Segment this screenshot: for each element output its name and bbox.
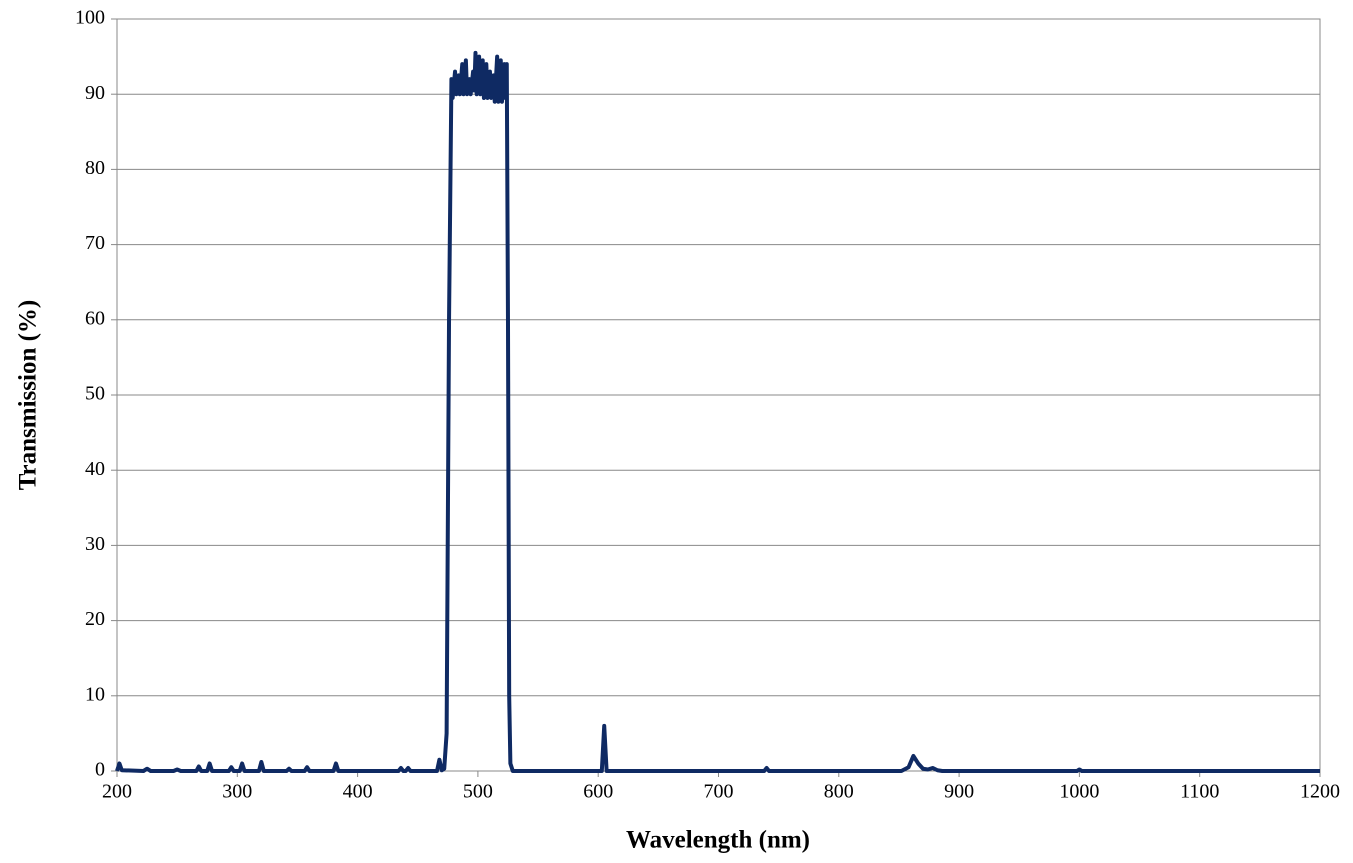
y-axis-label: Transmission (%): [15, 300, 42, 491]
y-tick-label: 60: [85, 307, 105, 329]
x-tick-label: 300: [222, 781, 252, 803]
x-tick-label: 1200: [1300, 781, 1340, 803]
x-tick-label: 200: [102, 781, 132, 803]
y-tick-label: 90: [85, 82, 105, 104]
y-tick-label: 20: [85, 608, 105, 630]
y-tick-label: 40: [85, 458, 105, 480]
y-tick-label: 0: [95, 759, 105, 781]
x-axis-label: Wavelength (nm): [626, 827, 810, 854]
x-tick-label: 400: [343, 781, 373, 803]
y-tick-label: 30: [85, 533, 105, 555]
x-tick-label: 800: [824, 781, 854, 803]
x-tick-label: 900: [944, 781, 974, 803]
y-tick-label: 80: [85, 157, 105, 179]
y-tick-label: 100: [75, 7, 105, 29]
x-tick-label: 1100: [1180, 781, 1219, 803]
x-tick-label: 1000: [1059, 781, 1099, 803]
data-line: [115, 50, 1320, 773]
y-tick-label: 50: [85, 383, 105, 405]
x-tick-label: 500: [463, 781, 493, 803]
x-tick-label: 600: [583, 781, 613, 803]
y-tick-label: 10: [85, 683, 105, 705]
y-tick-label: 70: [85, 232, 105, 254]
x-tick-label: 700: [704, 781, 734, 803]
